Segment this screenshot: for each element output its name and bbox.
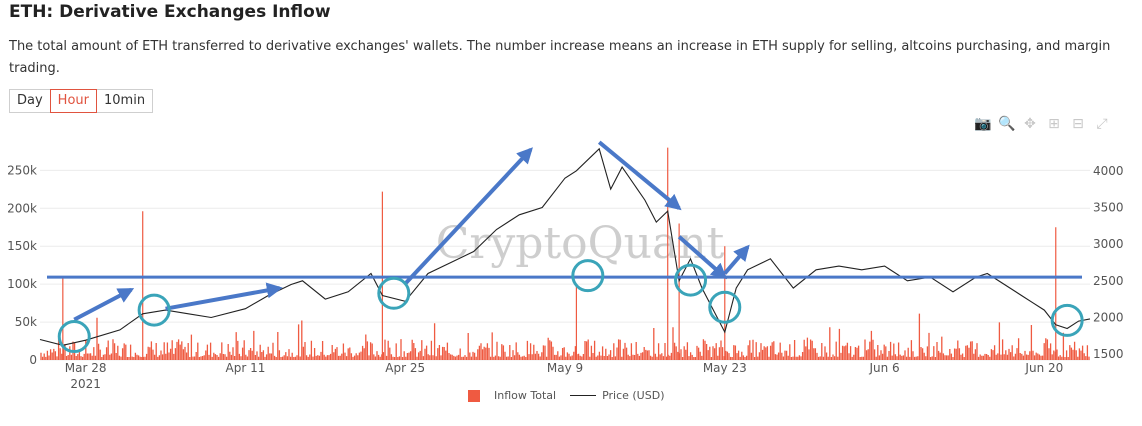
pan-icon[interactable]: ✥ <box>1024 116 1036 132</box>
right-tick-label: 3500 <box>1093 200 1124 214</box>
highlight-circle <box>571 259 605 293</box>
left-tick-label: 0 <box>29 353 37 367</box>
chart-modebar: 📷 🔍 ✥ ⊞ ⊟ ⤢ <box>974 116 1110 132</box>
x-tick-label: May 23 <box>703 361 747 375</box>
watermark: CryptoQuant <box>436 218 725 269</box>
tab-hour[interactable]: Hour <box>49 89 97 113</box>
right-tick-label: 3000 <box>1093 237 1124 251</box>
trend-arrow <box>73 287 135 322</box>
right-tick-label: 2000 <box>1093 310 1124 324</box>
left-tick-label: 250k <box>7 163 37 177</box>
x-tick-label: Apr 25 <box>385 361 425 375</box>
trend-arrow <box>165 282 283 311</box>
trend-arrow <box>723 244 750 275</box>
x-tick-label: Jun 20 <box>1024 361 1063 375</box>
chart-description: The total amount of ETH transferred to d… <box>9 39 1111 76</box>
camera-icon[interactable]: 📷 <box>974 116 992 132</box>
right-tick-label: 1500 <box>1093 347 1124 361</box>
legend-swatch-inflow[interactable] <box>468 389 480 402</box>
right-tick-label: 4000 <box>1093 164 1124 178</box>
trend-arrow <box>597 140 682 211</box>
zoom-in-icon[interactable]: ⊞ <box>1048 116 1060 132</box>
highlight-circle <box>674 263 708 297</box>
legend-label-inflow[interactable]: Inflow Total <box>494 389 557 402</box>
left-tick-label: 50k <box>15 315 37 329</box>
left-tick-label: 150k <box>7 239 37 253</box>
x-tick-label: May 9 <box>547 361 583 375</box>
left-axis-ticks: 0 50k 100k 150k 200k 250k <box>7 163 37 367</box>
highlight-circles <box>57 259 1084 354</box>
inflow-bars <box>40 313 1090 360</box>
left-tick-label: 100k <box>7 277 37 291</box>
x-tick-label: Apr 11 <box>226 361 266 375</box>
page-title: ETH: Derivative Exchanges Inflow <box>9 2 331 22</box>
x-tick-label: Jun 6 <box>868 361 899 375</box>
tab-day[interactable]: Day <box>9 89 51 113</box>
zoom-icon[interactable]: 🔍 <box>998 116 1016 132</box>
tab-10min[interactable]: 10min <box>96 89 154 113</box>
right-axis-ticks: 1500 2000 2500 3000 3500 4000 <box>1093 164 1124 361</box>
x-axis-ticks: Mar 28 2021 Apr 11 Apr 25 May 9 May 23 Jun 6 Ju… <box>65 361 1063 391</box>
highlight-circle <box>57 320 91 354</box>
trend-arrows <box>73 140 750 322</box>
inflow-bar-texture <box>40 313 1090 360</box>
left-tick-label: 200k <box>7 201 37 215</box>
highlight-circle <box>377 276 411 310</box>
right-tick-label: 2500 <box>1093 274 1124 288</box>
autoscale-icon[interactable]: ⤢ <box>1096 116 1108 132</box>
chart-legend: Inflow Total Price (USD) <box>468 389 664 402</box>
interval-tabs: Day Hour 10min <box>9 89 154 113</box>
zoom-out-icon[interactable]: ⊟ <box>1072 116 1084 132</box>
highlight-circle <box>1050 303 1084 337</box>
highlight-circle <box>708 290 742 324</box>
x-tick-label: Mar 28 <box>65 361 107 375</box>
legend-swatch-price[interactable] <box>570 395 597 396</box>
legend-label-price[interactable]: Price (USD) <box>602 389 665 402</box>
x-tick-sublabel: 2021 <box>70 377 101 391</box>
trend-arrow <box>403 147 533 286</box>
highlight-circle <box>137 293 171 327</box>
trend-arrow <box>677 235 728 280</box>
